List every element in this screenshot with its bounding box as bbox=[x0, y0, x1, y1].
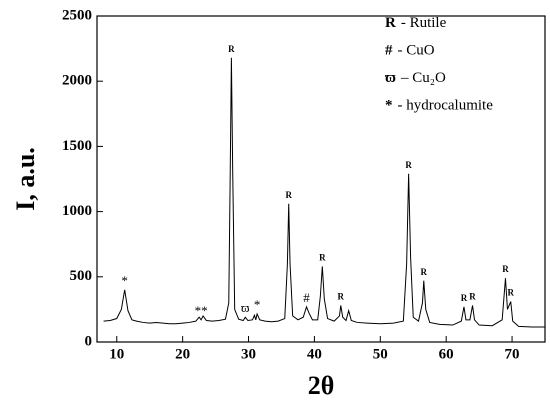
peak-label: R bbox=[285, 190, 292, 200]
x-tick-label: 20 bbox=[175, 346, 190, 362]
peak-label: R bbox=[405, 160, 412, 170]
legend-entry: # - CuO bbox=[385, 43, 435, 59]
peak-label: R bbox=[461, 293, 468, 303]
legend-symbol: * bbox=[385, 98, 393, 114]
legend-label: – Cu₂O bbox=[400, 70, 446, 86]
y-tick-label: 0 bbox=[85, 333, 93, 349]
x-tick-label: 70 bbox=[505, 346, 520, 362]
legend-symbol: ϖ bbox=[385, 70, 396, 86]
peak-label: R bbox=[421, 267, 428, 277]
y-tick-label: 2000 bbox=[62, 73, 92, 89]
plot-frame bbox=[96, 15, 546, 343]
legend-entry: ϖ – Cu₂O bbox=[385, 70, 446, 86]
legend-symbol: # bbox=[385, 43, 393, 59]
peak-label: ** bbox=[195, 303, 208, 318]
legend-label: - CuO bbox=[398, 43, 435, 59]
peak-label: * bbox=[121, 273, 128, 288]
legend-entry: * - hydrocalumite bbox=[385, 98, 493, 114]
legend-entry: R - Rutile bbox=[385, 15, 447, 31]
legend-label: - Rutile bbox=[401, 15, 447, 31]
y-tick-label: 1000 bbox=[62, 203, 92, 219]
peak-label: R bbox=[228, 44, 235, 54]
peak-label: R bbox=[338, 292, 345, 302]
x-axis-label: 2θ bbox=[308, 371, 335, 400]
y-axis-label: I, a.u. bbox=[11, 147, 40, 211]
peak-label: R bbox=[469, 292, 476, 302]
xrd-line bbox=[103, 57, 545, 328]
legend-symbol: R bbox=[385, 15, 396, 31]
peak-label: ϖ bbox=[241, 300, 250, 315]
peak-label: R bbox=[502, 264, 509, 274]
y-tick-label: 1500 bbox=[62, 138, 92, 154]
x-tick-label: 50 bbox=[373, 346, 388, 362]
x-tick-label: 30 bbox=[241, 346, 256, 362]
y-tick-label: 2500 bbox=[62, 7, 92, 23]
peak-label: R bbox=[507, 288, 514, 298]
legend-label: - hydrocalumite bbox=[398, 98, 494, 114]
peak-label: * bbox=[254, 297, 261, 312]
peak-label: # bbox=[303, 290, 310, 305]
x-tick-label: 60 bbox=[439, 346, 454, 362]
y-tick-label: 500 bbox=[70, 268, 93, 284]
x-tick-label: 10 bbox=[109, 346, 124, 362]
peak-label: R bbox=[319, 252, 326, 262]
x-tick-label: 40 bbox=[307, 346, 322, 362]
